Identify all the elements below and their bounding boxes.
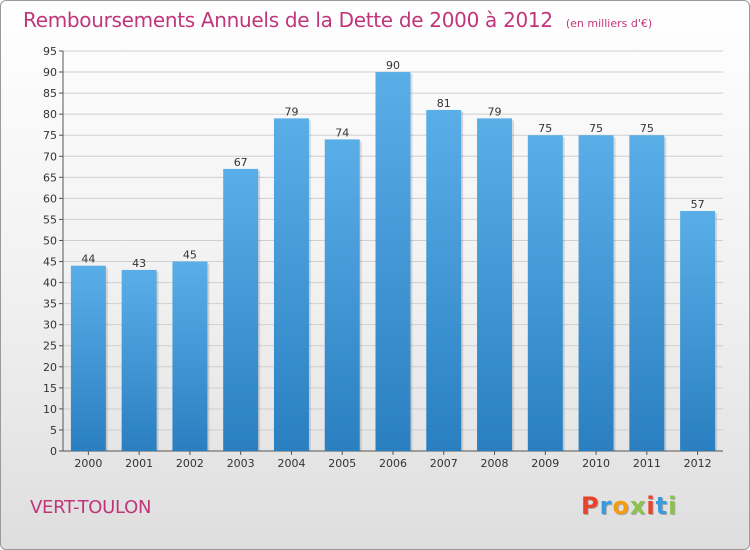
y-tick-label: 40: [43, 277, 57, 290]
bar: [680, 211, 716, 451]
y-tick-label: 85: [43, 87, 57, 100]
y-tick-label: 30: [43, 319, 57, 332]
bar-value-label: 79: [488, 105, 502, 118]
bar-value-label: 67: [234, 156, 248, 169]
y-tick-label: 5: [50, 424, 57, 437]
bar-value-label: 75: [538, 122, 552, 135]
x-tick-label: 2008: [481, 457, 509, 470]
y-tick-label: 95: [43, 45, 57, 58]
x-tick-label: 2009: [531, 457, 559, 470]
chart-title: Remboursements Annuels de la Dette de 20…: [23, 8, 553, 32]
x-tick-label: 2006: [379, 457, 407, 470]
bar: [172, 261, 208, 451]
commune-name: VERT-TOULON: [30, 497, 152, 518]
bar: [477, 118, 513, 452]
bar: [324, 139, 360, 451]
y-tick-label: 75: [43, 129, 57, 142]
y-tick-label: 50: [43, 234, 57, 247]
y-tick-label: 90: [43, 66, 57, 79]
y-tick-label: 20: [43, 361, 57, 374]
y-tick-label: 65: [43, 171, 57, 184]
bar: [223, 168, 259, 452]
logo-letter: i: [646, 492, 656, 520]
bar-value-label: 79: [284, 105, 298, 118]
x-tick-label: 2007: [430, 457, 458, 470]
logo-letter: P: [581, 492, 600, 520]
bar: [527, 135, 563, 452]
logo-letter: o: [612, 492, 630, 520]
x-tick-label: 2012: [684, 457, 712, 470]
y-tick-label: 10: [43, 403, 57, 416]
x-tick-label: 2003: [227, 457, 255, 470]
x-tick-label: 2000: [74, 457, 102, 470]
x-tick-label: 2002: [176, 457, 204, 470]
bar-value-label: 45: [183, 249, 197, 262]
y-tick-label: 35: [43, 298, 57, 311]
bar-value-label: 81: [437, 97, 451, 110]
bar: [121, 269, 157, 451]
bar: [426, 109, 462, 452]
bar-value-label: 44: [81, 253, 95, 266]
y-tick-label: 25: [43, 340, 57, 353]
logo-letter: i: [668, 492, 678, 520]
x-tick-label: 2005: [328, 457, 356, 470]
y-tick-label: 60: [43, 192, 57, 205]
bar: [375, 72, 411, 451]
bar-value-label: 75: [640, 122, 654, 135]
logo-letter: r: [599, 492, 613, 520]
title-row: Remboursements Annuels de la Dette de 20…: [23, 8, 652, 32]
y-tick-label: 15: [43, 382, 57, 395]
bar: [578, 135, 614, 452]
x-tick-label: 2011: [633, 457, 661, 470]
x-tick-label: 2001: [125, 457, 153, 470]
proxiti-logo: Proxiti: [581, 492, 677, 520]
bar: [273, 118, 309, 452]
bar-value-label: 57: [691, 198, 705, 211]
x-tick-label: 2004: [277, 457, 305, 470]
y-tick-label: 55: [43, 213, 57, 226]
y-tick-label: 0: [50, 445, 57, 458]
x-tick-label: 2010: [582, 457, 610, 470]
chart-subtitle: (en milliers d'€): [565, 17, 653, 30]
bar: [629, 135, 665, 452]
bar-value-label: 43: [132, 257, 146, 270]
y-tick-label: 80: [43, 108, 57, 121]
bar-value-label: 74: [335, 126, 349, 139]
bar: [70, 265, 106, 451]
y-tick-label: 45: [43, 256, 57, 269]
logo-letter: t: [655, 492, 669, 520]
bar-value-label: 90: [386, 59, 400, 72]
bar-value-label: 75: [589, 122, 603, 135]
y-tick-label: 70: [43, 150, 57, 163]
logo-letter: x: [629, 492, 647, 520]
